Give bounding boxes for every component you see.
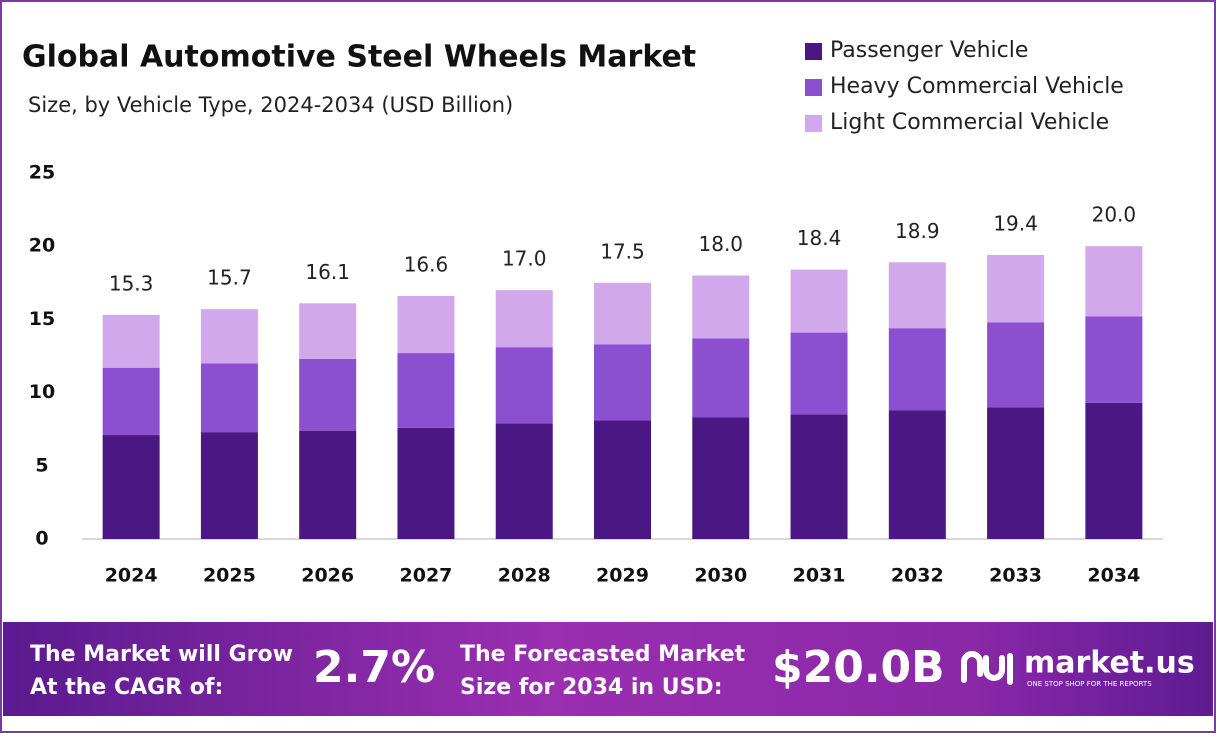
total-label: 17.0	[502, 247, 547, 271]
bar-segment	[790, 332, 848, 415]
x-tick-label: 2029	[596, 565, 649, 587]
bar-segment	[397, 295, 455, 354]
legend-swatch	[805, 43, 822, 60]
x-tick-label: 2032	[891, 565, 944, 587]
bar-segment	[987, 254, 1045, 323]
y-tick-label: 5	[35, 454, 48, 476]
bar-segment	[495, 347, 553, 424]
bar-segment	[495, 290, 553, 348]
total-label: 18.4	[797, 226, 842, 250]
footer-value: 2.7%	[313, 642, 435, 693]
tagline: ONE STOP SHOP FOR THE REPORTS	[1027, 680, 1152, 688]
x-tick-label: 2028	[498, 565, 551, 587]
total-label: 20.0	[1092, 203, 1137, 227]
bar-segment	[200, 363, 258, 433]
chart-title: Global Automotive Steel Wheels Market	[22, 40, 696, 75]
y-tick-label: 0	[35, 528, 48, 550]
bar-segment	[987, 322, 1045, 408]
y-tick-label: 25	[29, 162, 55, 184]
x-tick-label: 2024	[105, 565, 158, 587]
total-label: 18.9	[895, 219, 940, 243]
chart-subtitle: Size, by Vehicle Type, 2024-2034 (USD Bi…	[28, 93, 513, 117]
legend-swatch	[805, 115, 822, 132]
bar-segment	[594, 420, 651, 539]
bar-segment	[397, 427, 455, 539]
footer-text: Size for 2034 in USD:	[460, 675, 723, 700]
x-tick-label: 2034	[1087, 565, 1140, 587]
x-tick-label: 2025	[203, 565, 256, 587]
bar-segment	[790, 269, 848, 333]
footer-text: The Market will Grow	[30, 642, 293, 667]
legend-label: Heavy Commercial Vehicle	[830, 74, 1124, 99]
x-tick-label: 2031	[793, 565, 846, 587]
total-label: 19.4	[993, 211, 1038, 235]
total-label: 15.3	[109, 272, 154, 296]
total-label: 16.1	[305, 260, 350, 284]
bar-segment	[888, 262, 946, 329]
bar-segment	[397, 353, 455, 428]
footer-text: At the CAGR of:	[30, 675, 223, 700]
bar-segment	[102, 367, 160, 436]
bar-segment	[299, 303, 357, 359]
bar-segment	[1085, 402, 1143, 539]
total-label: 17.5	[600, 239, 645, 263]
bar-segment	[1085, 316, 1143, 403]
total-label: 16.6	[404, 252, 449, 276]
x-tick-label: 2030	[694, 565, 747, 587]
bar-segment	[200, 309, 258, 364]
legend-swatch	[805, 79, 822, 96]
bar-segment	[692, 417, 750, 539]
bar-segment	[200, 432, 258, 539]
bar-segment	[692, 275, 750, 339]
bar-segment	[692, 338, 750, 418]
footer-text: The Forecasted Market	[460, 642, 746, 667]
total-label: 18.0	[699, 232, 744, 256]
x-tick-label: 2027	[400, 565, 453, 587]
legend-label: Light Commercial Vehicle	[830, 110, 1109, 135]
bar-segment	[790, 414, 848, 539]
bar-segment	[594, 344, 651, 421]
bar-segment	[299, 430, 357, 539]
bar-segment	[495, 423, 553, 539]
y-tick-label: 10	[29, 381, 55, 403]
bar-segment	[102, 315, 160, 368]
y-tick-label: 15	[29, 308, 55, 330]
x-tick-label: 2033	[989, 565, 1042, 587]
bar-segment	[888, 328, 946, 411]
bar-segment	[594, 282, 651, 345]
y-tick-label: 20	[29, 235, 55, 257]
brand-logo	[961, 651, 1013, 685]
bar-segment	[299, 358, 357, 431]
bar-segment	[1085, 246, 1143, 317]
brand: market.us	[1024, 646, 1195, 681]
x-tick-label: 2026	[301, 565, 354, 587]
total-label: 15.7	[207, 266, 252, 290]
legend-label: Passenger Vehicle	[830, 38, 1028, 63]
footer-value: $20.0B	[772, 642, 945, 693]
footer: The Market will Grow At the CAGR of: 2.7…	[30, 642, 1195, 700]
bar-segment	[888, 410, 946, 539]
bar-segment	[987, 407, 1045, 539]
bar-segment	[102, 435, 160, 539]
